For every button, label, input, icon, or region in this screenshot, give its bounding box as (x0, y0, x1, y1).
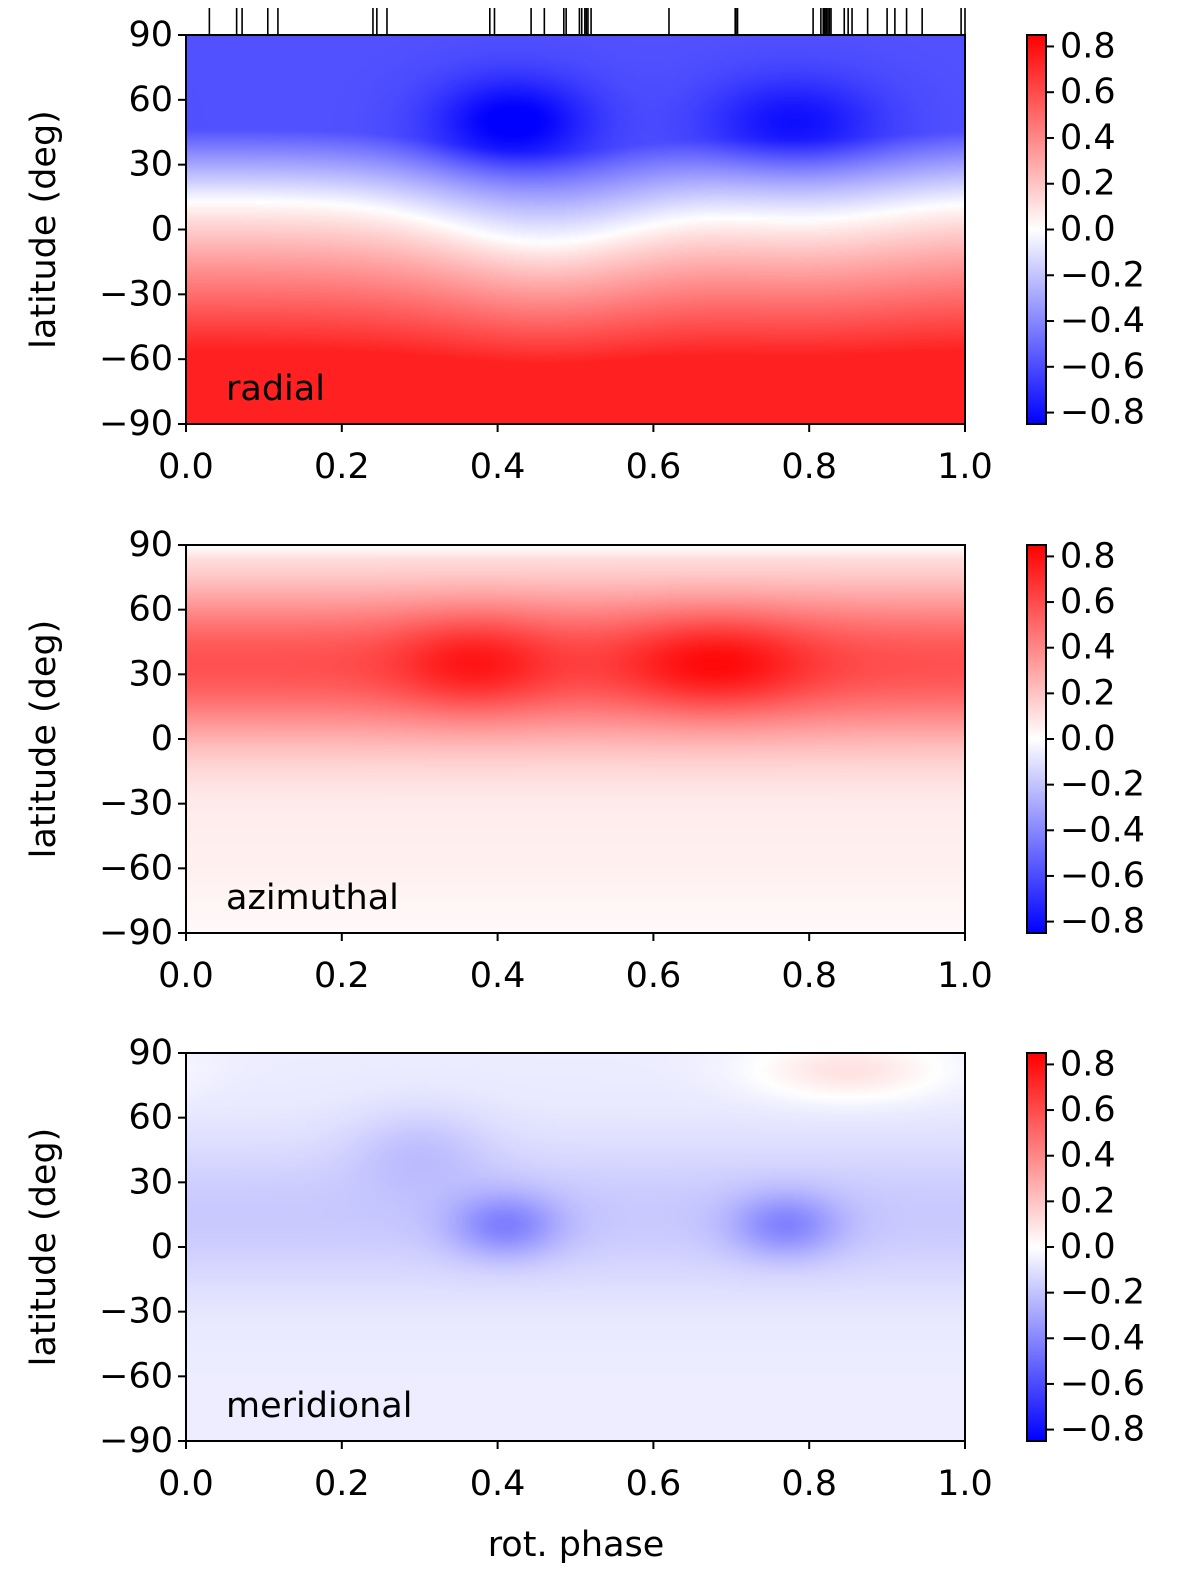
x-tick-label: 0.6 (626, 1464, 682, 1504)
y-tick-label: −60 (99, 848, 173, 888)
colorbar-tick-label: 0.4 (1060, 628, 1116, 668)
colorbar-tick-label: 0.0 (1060, 1227, 1116, 1267)
x-tick-label: 0.6 (626, 956, 682, 996)
colorbar-tick-label: 0.6 (1060, 1090, 1116, 1130)
y-tick-label: 30 (128, 145, 173, 185)
colorbar-tick-label: −0.8 (1060, 1410, 1145, 1450)
y-tick-label: −90 (99, 1421, 173, 1461)
colorbar-tick-label: 0.0 (1060, 210, 1116, 250)
colorbar (1026, 1052, 1047, 1442)
heatmap-image (186, 545, 965, 933)
x-tick-label: 0.4 (470, 447, 526, 487)
y-tick-label: 90 (128, 15, 173, 55)
y-tick-label: 0 (151, 719, 173, 759)
x-tick-label: 0.6 (626, 447, 682, 487)
colorbar-tick-label: −0.2 (1060, 255, 1145, 295)
x-axis-label: rot. phase (488, 1525, 665, 1565)
y-tick-label: −30 (99, 784, 173, 824)
x-tick-label: 0.8 (781, 447, 837, 487)
panel-label: meridional (226, 1386, 412, 1426)
y-tick-label: 60 (128, 590, 173, 630)
colorbar-tick-label: −0.8 (1060, 902, 1145, 942)
y-tick-label: 0 (151, 1227, 173, 1267)
x-tick-label: 0.0 (158, 956, 214, 996)
y-tick-label: 30 (128, 654, 173, 694)
y-tick-label: −60 (99, 1356, 173, 1396)
colorbar-tick-label: −0.6 (1060, 1364, 1145, 1404)
colorbar-tick-label: −0.2 (1060, 1273, 1145, 1313)
colorbar-tick-label: 0.4 (1060, 118, 1116, 158)
x-tick-label: 0.4 (470, 1464, 526, 1504)
colorbar-tick-label: −0.4 (1060, 1318, 1145, 1358)
colorbar-tick-label: 0.2 (1060, 1181, 1116, 1221)
x-tick-label: 0.2 (314, 1464, 370, 1504)
x-tick-label: 0.0 (158, 447, 214, 487)
colorbar (1026, 544, 1047, 934)
colorbar-tick-label: −0.6 (1060, 347, 1145, 387)
y-tick-label: 60 (128, 80, 173, 120)
x-tick-label: 1.0 (937, 1464, 993, 1504)
colorbar-tick-label: −0.4 (1060, 301, 1145, 341)
colorbar-tick-label: 0.8 (1060, 536, 1116, 576)
colorbar-tick-label: 0.2 (1060, 164, 1116, 204)
y-tick-label: 0 (151, 210, 173, 250)
colorbar-tick-label: −0.2 (1060, 765, 1145, 805)
colorbar-tick-label: 0.8 (1060, 1044, 1116, 1084)
x-tick-label: 0.0 (158, 1464, 214, 1504)
heatmap-image (186, 35, 965, 424)
colorbar-tick-label: −0.4 (1060, 810, 1145, 850)
colorbar (1026, 34, 1047, 425)
x-tick-label: 0.4 (470, 956, 526, 996)
colorbar-tick-label: 0.6 (1060, 582, 1116, 622)
x-tick-label: 1.0 (937, 447, 993, 487)
x-tick-label: 0.2 (314, 956, 370, 996)
heatmap-image (186, 1053, 965, 1441)
colorbar-tick-label: 0.8 (1060, 26, 1116, 66)
y-tick-label: 60 (128, 1098, 173, 1138)
x-tick-label: 1.0 (937, 956, 993, 996)
x-tick-label: 0.8 (781, 956, 837, 996)
y-axis-label: latitude (deg) (24, 110, 64, 349)
y-tick-label: 90 (128, 1033, 173, 1073)
y-tick-label: 90 (128, 525, 173, 565)
colorbar-tick-label: 0.2 (1060, 673, 1116, 713)
y-tick-label: 30 (128, 1162, 173, 1202)
panel-label: radial (226, 369, 325, 409)
colorbar-tick-label: −0.6 (1060, 856, 1145, 896)
y-tick-label: −90 (99, 913, 173, 953)
x-tick-label: 0.2 (314, 447, 370, 487)
colorbar-tick-label: −0.8 (1060, 393, 1145, 433)
y-axis-label: latitude (deg) (24, 1128, 64, 1367)
y-axis-label: latitude (deg) (24, 620, 64, 859)
colorbar-tick-label: 0.0 (1060, 719, 1116, 759)
y-tick-label: −60 (99, 339, 173, 379)
panel-label: azimuthal (226, 878, 399, 918)
colorbar-tick-label: 0.4 (1060, 1136, 1116, 1176)
colorbar-tick-label: 0.6 (1060, 72, 1116, 112)
y-tick-label: −30 (99, 274, 173, 314)
y-tick-label: −90 (99, 404, 173, 444)
y-tick-label: −30 (99, 1292, 173, 1332)
x-tick-label: 0.8 (781, 1464, 837, 1504)
